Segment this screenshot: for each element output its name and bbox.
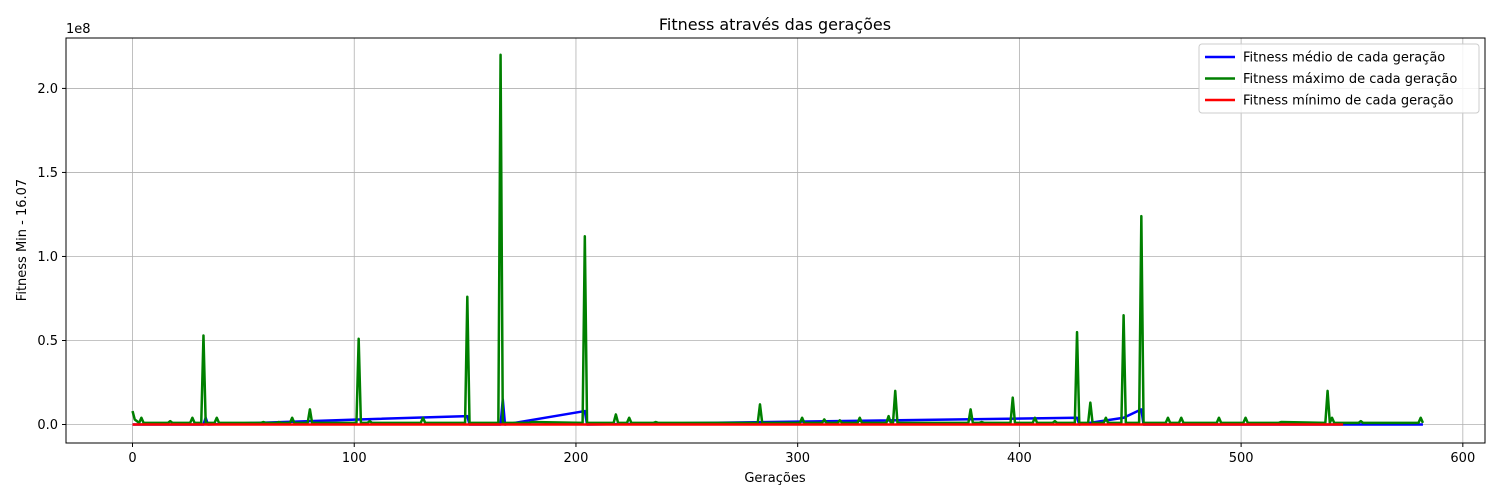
- series-layer: [131, 53, 1425, 426]
- y-tick-label: 0.5: [37, 334, 58, 349]
- legend-frame: [1198, 43, 1480, 114]
- x-tick-label: 100: [342, 451, 367, 466]
- y-offset-text: 1e8: [66, 22, 91, 37]
- y-axis-label: Fitness Min - 16.07: [15, 179, 30, 301]
- y-tick-label: 0.0: [37, 418, 58, 433]
- x-axis-ticks: 0 100 200 300 400 500 600: [128, 443, 1475, 466]
- x-tick-label: 500: [1229, 451, 1254, 466]
- legend-label-1: Fitness máximo de cada geração: [1243, 72, 1457, 87]
- y-tick-label: 2.0: [37, 82, 58, 97]
- x-tick-label: 600: [1450, 451, 1475, 466]
- y-tick-label: 1.5: [37, 166, 58, 181]
- legend-label-2: Fitness mínimo de cada geração: [1243, 94, 1454, 109]
- series-line-1: [131, 53, 1425, 425]
- chart-title: Fitness através das gerações: [659, 15, 891, 34]
- y-axis-ticks: 0.0 0.5 1.0 1.5 2.0: [37, 82, 66, 433]
- legend-label-0: Fitness médio de cada geração: [1243, 51, 1445, 66]
- x-tick-label: 0: [128, 451, 136, 466]
- x-axis-label: Gerações: [744, 471, 805, 486]
- x-tick-label: 200: [564, 451, 589, 466]
- x-tick-label: 300: [785, 451, 810, 466]
- legend: Fitness médio de cada geração Fitness máx…: [1198, 43, 1480, 114]
- y-tick-label: 1.0: [37, 250, 58, 265]
- x-tick-label: 400: [1007, 451, 1032, 466]
- plot-frame: [65, 37, 1486, 444]
